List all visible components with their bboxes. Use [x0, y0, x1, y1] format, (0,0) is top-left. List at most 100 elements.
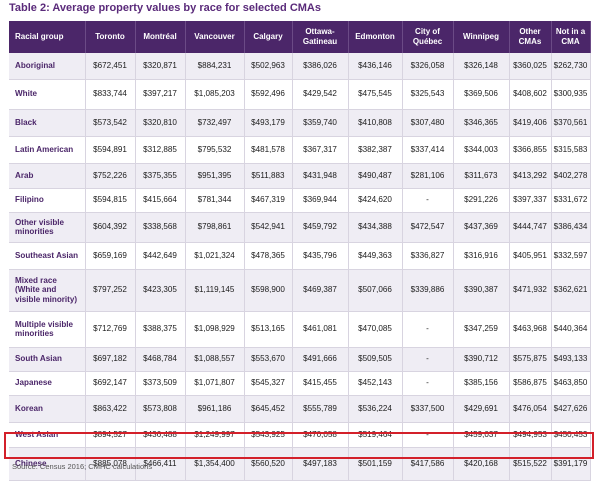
table-row: Aboriginal $672,451 $320,871 $884,231 $502,9… [9, 53, 591, 80]
table-row: South Asian $697,182 $468,784 $1,088,557 $55… [9, 347, 591, 372]
table-row: West Asian $894,527 $436,488 $1,249,997 $543… [9, 422, 591, 448]
table-cell: $497,183 [292, 447, 349, 481]
table-cell: - [402, 371, 454, 396]
table-title: Table 2: Average property values by race… [9, 2, 321, 14]
table-row: Korean $863,422 $573,808 $961,186 $645,452 $5… [9, 395, 591, 423]
column-header: Other CMAs [509, 21, 552, 53]
row-label: White [9, 79, 86, 110]
table-cell: $320,810 [135, 109, 186, 137]
table-cell: $325,543 [402, 79, 454, 110]
table-cell: $472,547 [402, 212, 454, 243]
table-cell: $408,602 [509, 79, 552, 110]
table-cell: $493,179 [244, 109, 293, 137]
column-header: City of Québec [402, 21, 454, 53]
table-cell: $463,850 [551, 371, 591, 396]
table-cell: $594,815 [85, 188, 136, 213]
table-cell: $440,364 [551, 311, 591, 348]
table-cell: $1,021,324 [185, 242, 245, 270]
table-cell: $509,505 [348, 347, 403, 372]
table-cell: $312,885 [135, 136, 186, 164]
table-cell: $436,146 [348, 53, 403, 80]
table-cell: $415,664 [135, 188, 186, 213]
table-cell: $494,953 [509, 422, 552, 448]
table-cell: $434,388 [348, 212, 403, 243]
table-cell: $316,916 [453, 242, 510, 270]
table-cell: $894,527 [85, 422, 136, 448]
table-cell: - [402, 347, 454, 372]
table-cell: $366,855 [509, 136, 552, 164]
table-cell: $281,106 [402, 163, 454, 189]
table-cell: $833,744 [85, 79, 136, 110]
row-label: Southeast Asian [9, 242, 86, 270]
table-cell: $459,037 [453, 422, 510, 448]
table-row: Japanese $692,147 $373,509 $1,071,807 $545,3… [9, 371, 591, 396]
table-cell: $575,875 [509, 347, 552, 372]
table-cell: $360,025 [509, 53, 552, 80]
header-row: Racial group Toronto Montréal Vancouver … [9, 21, 591, 53]
table-cell: $337,500 [402, 395, 454, 423]
table-cell: $347,259 [453, 311, 510, 348]
table-cell: $326,058 [402, 53, 454, 80]
table-cell: $466,411 [135, 447, 186, 481]
table-cell: $391,179 [551, 447, 591, 481]
table-cell: $338,568 [135, 212, 186, 243]
table-cell: $645,452 [244, 395, 293, 423]
row-label: Arab [9, 163, 86, 189]
table-row: Other visible minorities $604,392 $338,568… [9, 212, 591, 243]
table-cell: $1,354,400 [185, 447, 245, 481]
table-cell: $419,406 [509, 109, 552, 137]
table-cell: $386,434 [551, 212, 591, 243]
table-row: Filipino $594,815 $415,664 $781,344 $467,319… [9, 188, 591, 213]
row-label: Multiple visible minorities [9, 311, 86, 348]
table-cell: $424,620 [348, 188, 403, 213]
table-cell: $519,464 [348, 422, 403, 448]
table-cell: $481,578 [244, 136, 293, 164]
table-cell: $459,792 [292, 212, 349, 243]
table-cell: $795,532 [185, 136, 245, 164]
table-body: Aboriginal $672,451 $320,871 $884,231 $502,9… [9, 53, 591, 481]
table-cell: $1,098,929 [185, 311, 245, 348]
table-cell: $1,085,203 [185, 79, 245, 110]
table-cell: $697,182 [85, 347, 136, 372]
table-cell: $291,226 [453, 188, 510, 213]
table-cell: $331,672 [551, 188, 591, 213]
table-cell: $863,422 [85, 395, 136, 423]
table-cell: $427,626 [551, 395, 591, 423]
source-note: Source: Census 2016; CMHC calculations [12, 462, 153, 471]
table-cell: - [402, 311, 454, 348]
table-cell: $478,365 [244, 242, 293, 270]
table-row: Arab $752,226 $375,355 $951,395 $511,883 $431… [9, 163, 591, 189]
table-cell: $511,883 [244, 163, 293, 189]
table-cell: $359,740 [292, 109, 349, 137]
table-row: Mixed race (White and visible minority) $… [9, 269, 591, 312]
table-cell: - [402, 422, 454, 448]
table-cell: $373,509 [135, 371, 186, 396]
table-cell: $435,796 [292, 242, 349, 270]
table-cell: $375,355 [135, 163, 186, 189]
table-cell: $311,673 [453, 163, 510, 189]
table-cell: $415,455 [292, 371, 349, 396]
table-cell: $493,133 [551, 347, 591, 372]
row-label: Korean [9, 395, 86, 423]
table-cell: $429,542 [292, 79, 349, 110]
table-cell: $388,375 [135, 311, 186, 348]
table-row: White $833,744 $397,217 $1,085,203 $592,496 $… [9, 79, 591, 110]
property-values-table: Racial group Toronto Montréal Vancouver … [9, 21, 591, 481]
table-cell: $471,932 [509, 269, 552, 312]
table-cell: $542,941 [244, 212, 293, 243]
table-cell: $405,951 [509, 242, 552, 270]
table-cell: $402,278 [551, 163, 591, 189]
table-cell: $444,747 [509, 212, 552, 243]
table-cell: $370,561 [551, 109, 591, 137]
table-cell: $1,071,807 [185, 371, 245, 396]
table-cell: $469,387 [292, 269, 349, 312]
table-cell: $339,886 [402, 269, 454, 312]
row-label: Aboriginal [9, 53, 86, 80]
table-cell: $369,944 [292, 188, 349, 213]
table-cell: $961,186 [185, 395, 245, 423]
table-cell: $476,054 [509, 395, 552, 423]
table-cell: $470,085 [348, 311, 403, 348]
table-cell: $797,252 [85, 269, 136, 312]
table-cell: $1,249,997 [185, 422, 245, 448]
table-cell: $507,066 [348, 269, 403, 312]
